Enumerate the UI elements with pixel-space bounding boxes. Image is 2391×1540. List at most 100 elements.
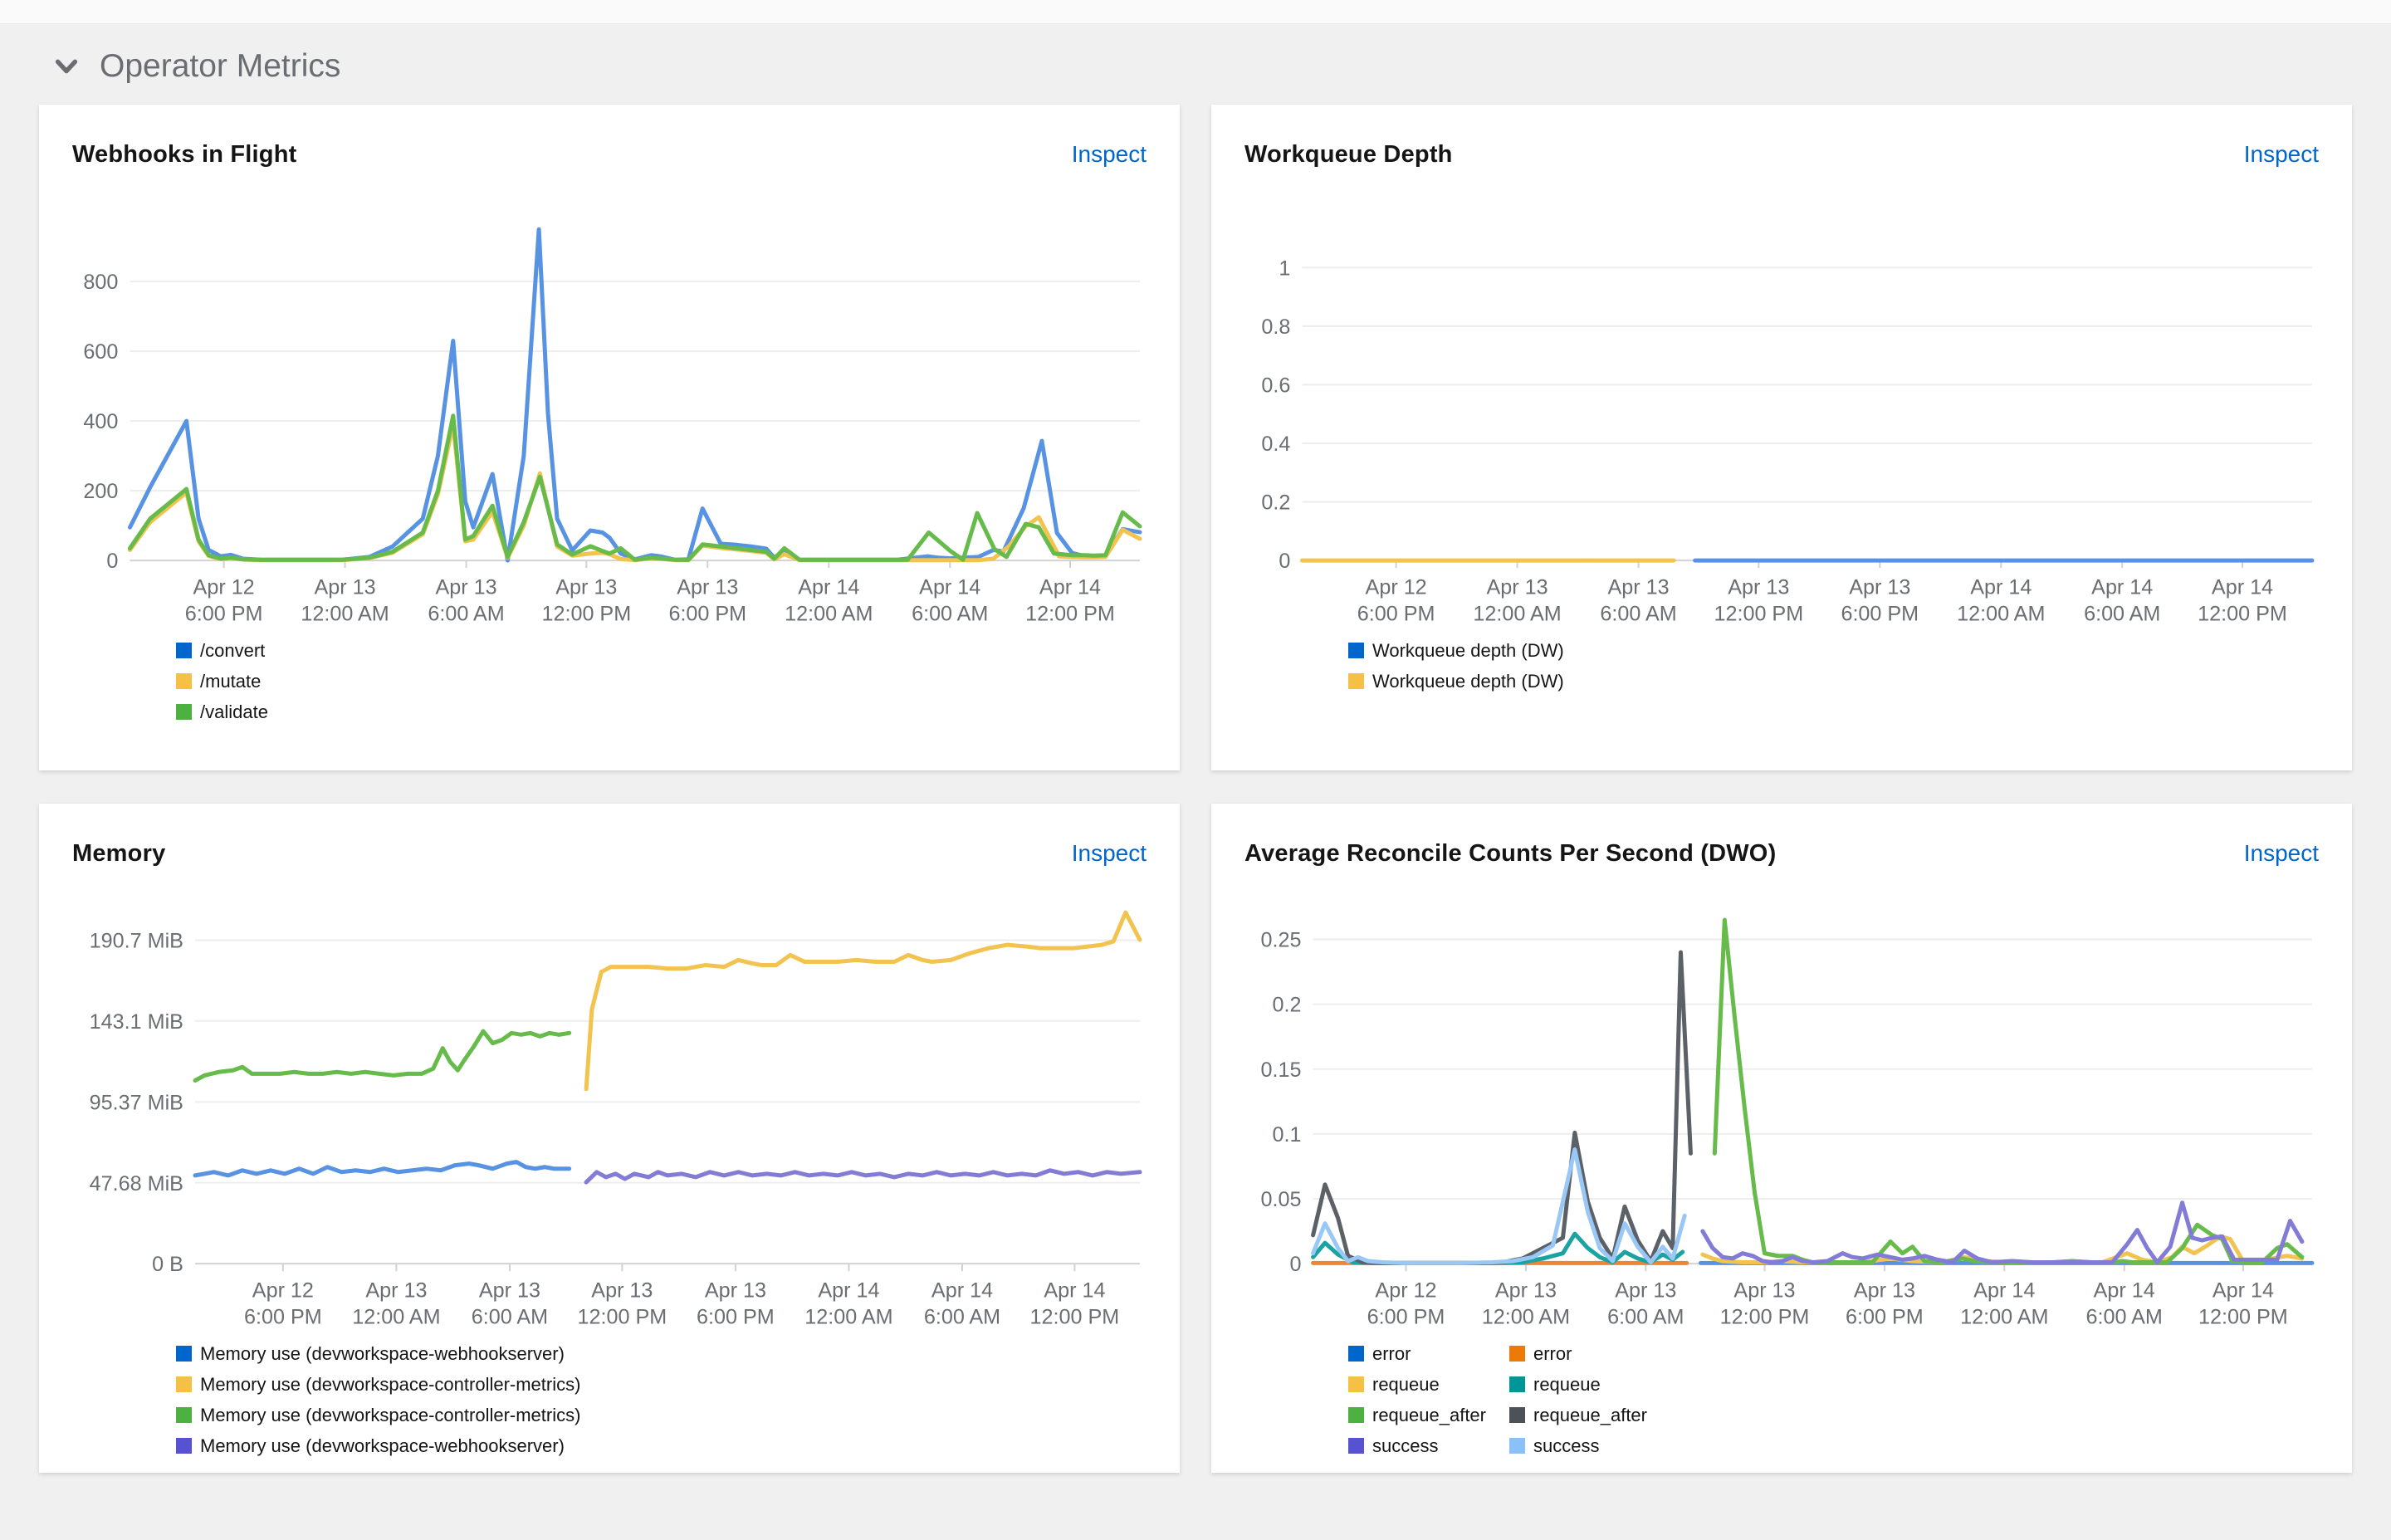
legend-label: Workqueue depth (DW) xyxy=(1372,670,1564,692)
svg-text:0.15: 0.15 xyxy=(1261,1058,1302,1082)
legend-item[interactable]: error xyxy=(1348,1343,1486,1365)
svg-text:6:00 AM: 6:00 AM xyxy=(1607,1306,1684,1329)
svg-text:0.8: 0.8 xyxy=(1261,315,1290,339)
svg-text:12:00 PM: 12:00 PM xyxy=(1030,1306,1120,1329)
legend-item[interactable]: requeue xyxy=(1348,1374,1486,1396)
legend-swatch xyxy=(1348,1376,1364,1393)
legend-label: /convert xyxy=(200,639,266,661)
svg-text:12:00 PM: 12:00 PM xyxy=(578,1306,667,1329)
svg-text:6:00 PM: 6:00 PM xyxy=(1841,603,1919,626)
svg-text:600: 600 xyxy=(83,340,118,364)
legend-item[interactable]: Memory use (devworkspace-webhookserver) xyxy=(176,1435,580,1457)
svg-text:Apr 12: Apr 12 xyxy=(1366,575,1427,599)
svg-text:Apr 13: Apr 13 xyxy=(1728,575,1789,599)
legend-item[interactable]: Workqueue depth (DW) xyxy=(1348,671,1564,692)
svg-text:12:00 AM: 12:00 AM xyxy=(352,1306,440,1329)
svg-text:Apr 13: Apr 13 xyxy=(1495,1278,1557,1302)
svg-text:0: 0 xyxy=(106,550,118,573)
legend-label: requeue_after xyxy=(1372,1404,1486,1425)
legend-item[interactable]: /mutate xyxy=(176,671,268,692)
svg-text:6:00 AM: 6:00 AM xyxy=(428,603,504,626)
card-memory: Memory Inspect 0 B 47.68 MiB 95.37 MiB 143.… xyxy=(39,803,1180,1473)
chart-title: Average Reconcile Counts Per Second (DWO… xyxy=(1244,839,1777,867)
legend-item[interactable]: /validate xyxy=(176,702,268,723)
workqueue-line-chart: 0 0.2 0.4 0.6 0.8 1 Apr 12 6:00 PM Apr 13 12:00 A… xyxy=(1261,257,2315,626)
legend-item[interactable]: requeue_after xyxy=(1348,1405,1486,1426)
inspect-link[interactable]: Inspect xyxy=(2243,140,2319,167)
memory-line-chart: 0 B 47.68 MiB 95.37 MiB 143.1 MiB 190.7 MiB A… xyxy=(90,910,1142,1329)
legend-item[interactable]: success xyxy=(1509,1435,1647,1457)
svg-text:143.1 MiB: 143.1 MiB xyxy=(90,1010,183,1034)
chart-legend: Workqueue depth (DW) Workqueue depth (DW) xyxy=(1348,640,2319,692)
svg-text:Apr 13: Apr 13 xyxy=(1615,1278,1676,1302)
svg-text:12:00 PM: 12:00 PM xyxy=(1714,603,1803,626)
svg-text:6:00 PM: 6:00 PM xyxy=(1846,1306,1924,1329)
svg-text:0.2: 0.2 xyxy=(1273,994,1302,1017)
chart-legend: Memory use (devworkspace-webhookserver) M… xyxy=(176,1343,1147,1457)
svg-text:6:00 AM: 6:00 AM xyxy=(2086,1306,2163,1329)
operator-metrics-section-header: Operator Metrics xyxy=(0,24,2391,105)
inspect-link[interactable]: Inspect xyxy=(2243,839,2319,866)
legend-item[interactable]: Workqueue depth (DW) xyxy=(1348,640,1564,662)
svg-text:6:00 AM: 6:00 AM xyxy=(472,1306,548,1329)
svg-text:6:00 AM: 6:00 AM xyxy=(2084,603,2160,626)
card-header: Workqueue Depth Inspect xyxy=(1244,141,2319,169)
card-header: Webhooks in Flight Inspect xyxy=(72,141,1147,169)
legend-label: requeue_after xyxy=(1533,1404,1647,1425)
svg-text:6:00 PM: 6:00 PM xyxy=(668,603,746,626)
svg-text:0.4: 0.4 xyxy=(1261,433,1290,456)
svg-text:12:00 PM: 12:00 PM xyxy=(541,603,631,626)
svg-text:12:00 AM: 12:00 AM xyxy=(1957,603,2045,626)
svg-text:12:00 AM: 12:00 AM xyxy=(1482,1306,1570,1329)
svg-text:Apr 14: Apr 14 xyxy=(1039,575,1101,599)
section-expand-toggle[interactable]: Operator Metrics xyxy=(53,48,340,85)
svg-text:Apr 13: Apr 13 xyxy=(1608,575,1670,599)
svg-text:Apr 12: Apr 12 xyxy=(1375,1278,1436,1302)
svg-text:6:00 PM: 6:00 PM xyxy=(1367,1306,1445,1329)
legend-item[interactable]: requeue xyxy=(1509,1374,1647,1396)
svg-text:12:00 AM: 12:00 AM xyxy=(1473,603,1561,626)
svg-text:Apr 12: Apr 12 xyxy=(193,575,255,599)
legend-item[interactable]: Memory use (devworkspace-controller-metr… xyxy=(176,1405,580,1426)
inspect-link[interactable]: Inspect xyxy=(1071,140,1147,167)
svg-text:12:00 AM: 12:00 AM xyxy=(1960,1306,2048,1329)
legend-label: success xyxy=(1533,1435,1600,1456)
legend-swatch xyxy=(1348,1407,1364,1424)
svg-text:Apr 14: Apr 14 xyxy=(931,1278,993,1302)
legend-swatch xyxy=(1509,1376,1525,1393)
svg-text:Apr 12: Apr 12 xyxy=(252,1278,314,1302)
svg-text:Apr 14: Apr 14 xyxy=(1973,1278,2035,1302)
svg-text:12:00 PM: 12:00 PM xyxy=(1720,1306,1810,1329)
chevron-down-icon xyxy=(53,53,80,80)
legend-label: Memory use (devworkspace-controller-metr… xyxy=(200,1373,581,1395)
legend-item[interactable]: Memory use (devworkspace-webhookserver) xyxy=(176,1343,580,1365)
svg-text:12:00 PM: 12:00 PM xyxy=(2198,603,2287,626)
svg-text:Apr 13: Apr 13 xyxy=(436,575,497,599)
legend-item[interactable]: /convert xyxy=(176,640,268,662)
chart-area: 0 0.2 0.4 0.6 0.8 1 Apr 12 6:00 PM Apr 13 12:00 A… xyxy=(1244,188,2319,632)
legend-item[interactable]: success xyxy=(1348,1435,1486,1457)
chart-title: Memory xyxy=(72,839,166,867)
legend-item[interactable]: error xyxy=(1509,1343,1647,1365)
legend-swatch xyxy=(1348,643,1364,659)
legend-swatch xyxy=(176,643,192,659)
legend-label: Memory use (devworkspace-controller-metr… xyxy=(200,1404,581,1425)
legend-item[interactable]: Memory use (devworkspace-controller-metr… xyxy=(176,1374,580,1396)
legend-swatch xyxy=(176,1407,192,1424)
svg-text:Apr 13: Apr 13 xyxy=(1733,1278,1795,1302)
legend-swatch xyxy=(176,1346,192,1362)
svg-text:47.68 MiB: 47.68 MiB xyxy=(90,1172,183,1195)
legend-swatch xyxy=(176,1438,192,1454)
legend-label: requeue xyxy=(1372,1373,1440,1395)
svg-text:0.05: 0.05 xyxy=(1261,1188,1302,1211)
svg-text:95.37 MiB: 95.37 MiB xyxy=(90,1091,183,1114)
legend-item[interactable]: requeue_after xyxy=(1509,1405,1647,1426)
inspect-link[interactable]: Inspect xyxy=(1071,839,1147,866)
legend-label: /mutate xyxy=(200,670,262,692)
svg-text:0.6: 0.6 xyxy=(1261,374,1290,397)
svg-text:Apr 13: Apr 13 xyxy=(1849,575,1910,599)
legend-swatch xyxy=(176,673,192,690)
svg-text:6:00 PM: 6:00 PM xyxy=(697,1306,775,1329)
card-header: Memory Inspect xyxy=(72,840,1147,868)
svg-text:Apr 13: Apr 13 xyxy=(591,1278,653,1302)
